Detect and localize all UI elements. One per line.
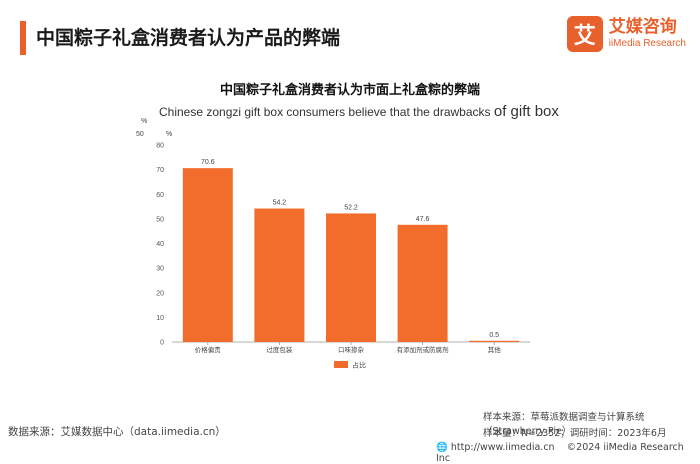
brand-text: 艾媒咨询 iiMedia Research [609, 18, 686, 49]
brand-name-cn: 艾媒咨询 [608, 17, 677, 38]
bar [326, 213, 376, 342]
x-tick-label: 有添加剂或防腐剂 [397, 345, 449, 354]
bar [254, 208, 305, 342]
stray-tick-label: 50 [136, 131, 144, 138]
chart-subtitle-suffix: of gift box [493, 103, 559, 120]
bar-value-label: 0.5 [489, 332, 499, 339]
brand-logo: 艾 [566, 16, 603, 52]
x-tick-label: 价格偏贵 [195, 345, 222, 354]
brand: 艾 艾媒咨询 iiMedia Research [566, 16, 686, 52]
brand-name-en: iiMedia Research [608, 38, 686, 50]
sample-source: 样本来源：草莓派数据调查与计算系统（Strawberry Pie） [483, 412, 645, 437]
chart-subtitle-prefix: Chinese zongzi gift box consumers believ… [159, 105, 494, 119]
globe-icon: 🌐 [436, 442, 448, 453]
y-tick-label: 0 [160, 340, 164, 347]
y-tick-label: 10 [156, 315, 164, 322]
bar [397, 224, 448, 342]
x-tick-label: 口味掺杂 [338, 345, 365, 354]
bar-value-label: 54.2 [273, 200, 287, 207]
chart-subtitle: Chinese zongzi gift box consumers believ… [159, 103, 559, 120]
y-tick-label: 40 [156, 241, 164, 248]
bar-value-label: 70.6 [201, 159, 215, 166]
bar-value-label: 52.2 [344, 204, 358, 211]
legend-swatch [334, 361, 348, 368]
y-tick-label: 80 [156, 143, 164, 150]
sample-size: 样本量：N=2352；调研时间：2023年6月 [483, 428, 667, 439]
title-accent-bar [20, 21, 26, 55]
y-tick-label: 60 [156, 192, 164, 199]
data-source: 数据来源：艾媒数据中心（data.iimedia.cn） [8, 426, 226, 438]
y-tick-label: 50 [156, 216, 164, 223]
y-tick-label: 20 [156, 290, 164, 297]
page-title: 中国粽子礼盒消费者认为产品的弊端 [36, 27, 341, 49]
chart-title: 中国粽子礼盒消费者认为市面上礼盒粽的弊端 [219, 83, 480, 98]
footer-bottom-line: 🌐 http://www.iimedia.cn ©2024 iiMedia Re… [436, 442, 690, 464]
bar [182, 168, 233, 342]
bar [469, 340, 520, 342]
legend-label: 占比 [352, 361, 366, 370]
x-tick-label: 过度包装 [266, 345, 293, 354]
unit-label-inner: % [166, 131, 172, 138]
y-tick-label: 30 [156, 266, 164, 273]
unit-label-outer: % [141, 118, 147, 125]
y-tick-label: 70 [156, 167, 164, 174]
bar-value-label: 47.6 [416, 216, 430, 223]
website-link[interactable]: http://www.iimedia.cn [450, 442, 555, 453]
x-tick-label: 其他 [488, 345, 502, 354]
